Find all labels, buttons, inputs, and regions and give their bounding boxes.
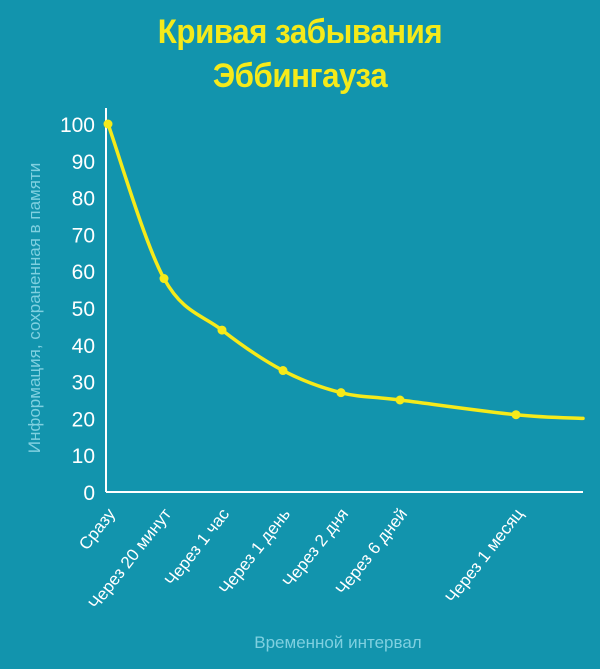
y-tick-label: 0 [83, 482, 95, 505]
x-axis-label: Временной интервал [254, 633, 421, 652]
y-tick-label: 70 [72, 224, 95, 247]
y-axis-label: Информация, сохраненная в памяти [25, 163, 44, 454]
y-tick-label: 60 [72, 261, 95, 284]
chart-title: Кривая забывания Эббингауза [0, 10, 600, 98]
data-point [217, 325, 227, 335]
chart-title-line-1: Кривая забывания [157, 13, 443, 51]
data-point [336, 388, 346, 398]
y-tick-label: 100 [60, 114, 95, 137]
y-tick-label: 80 [72, 188, 95, 211]
x-tick-label: Через 1 месяц [442, 505, 528, 607]
data-point [159, 274, 169, 284]
chart-title-line-2: Эббингауза [212, 57, 388, 95]
y-tick-label: 40 [72, 335, 95, 358]
y-tick-label: 50 [72, 298, 95, 321]
data-points [103, 119, 521, 420]
data-point [395, 395, 405, 405]
y-axis-ticks: 0 10 20 30 40 50 60 70 80 90 100 [60, 114, 95, 505]
y-tick-label: 30 [72, 372, 95, 395]
data-point [278, 366, 288, 376]
x-tick-label: Сразу [75, 504, 119, 553]
y-tick-label: 10 [72, 445, 95, 468]
y-tick-label: 20 [72, 408, 95, 431]
data-point [103, 119, 113, 129]
data-point [511, 410, 521, 420]
forgetting-curve-line [106, 122, 585, 421]
y-tick-label: 90 [72, 151, 95, 174]
